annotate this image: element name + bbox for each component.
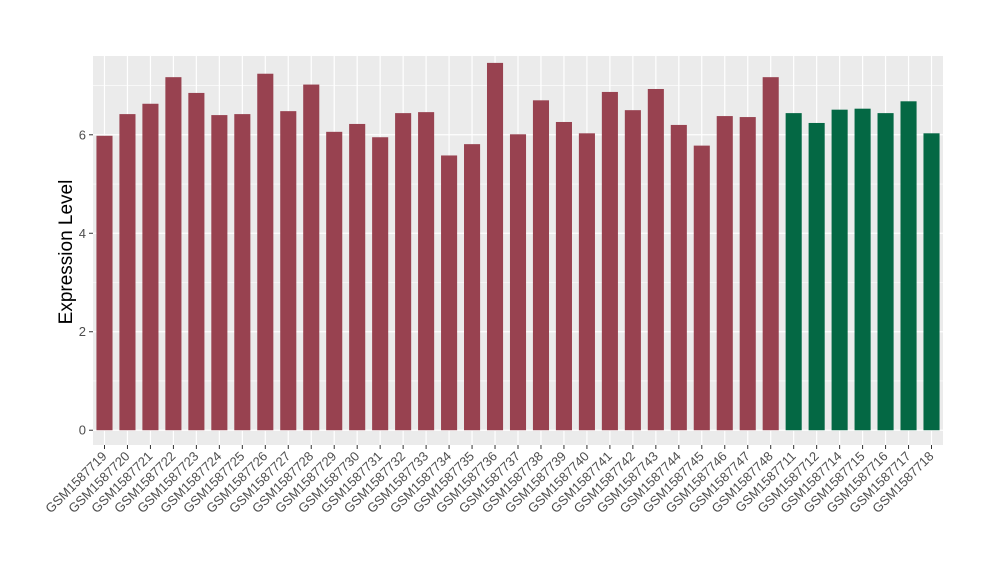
- bar: [740, 117, 756, 430]
- bar: [257, 74, 273, 431]
- bar: [280, 111, 296, 430]
- y-tick-label: 4: [79, 226, 86, 241]
- bar: [786, 113, 802, 430]
- y-tick-label: 6: [79, 127, 86, 142]
- bar: [349, 124, 365, 430]
- y-tick-label: 0: [79, 423, 86, 438]
- bar: [763, 77, 779, 430]
- y-tick-label: 2: [79, 324, 86, 339]
- bar: [878, 113, 894, 430]
- bar: [188, 93, 204, 430]
- bar: [510, 134, 526, 430]
- bar: [418, 112, 434, 430]
- y-axis-title: Expression Level: [56, 180, 77, 325]
- bar: [855, 109, 871, 431]
- bar: [556, 122, 572, 430]
- bar: [464, 144, 480, 430]
- bar: [96, 136, 112, 430]
- bar: [487, 63, 503, 430]
- bar: [119, 114, 135, 430]
- bar: [441, 155, 457, 430]
- bar: [717, 116, 733, 430]
- bar: [533, 100, 549, 430]
- bar: [625, 110, 641, 430]
- bar: [648, 89, 664, 430]
- bar: [832, 110, 848, 431]
- bar: [923, 133, 939, 430]
- bar: [303, 85, 319, 431]
- y-axis: 0 2 4 6: [79, 127, 93, 437]
- bar: [234, 114, 250, 430]
- bar: [211, 115, 227, 430]
- x-axis: GSM1587719GSM1587720GSM1587721GSM1587722…: [42, 445, 936, 516]
- bar: [901, 101, 917, 430]
- bar: [395, 113, 411, 430]
- bar: [602, 92, 618, 430]
- bar: [165, 77, 181, 430]
- bar: [694, 146, 710, 431]
- bar: [372, 137, 388, 430]
- bar: [809, 123, 825, 430]
- bar: [142, 104, 158, 430]
- bar: [326, 132, 342, 430]
- bar: [671, 125, 687, 430]
- bar: [579, 133, 595, 430]
